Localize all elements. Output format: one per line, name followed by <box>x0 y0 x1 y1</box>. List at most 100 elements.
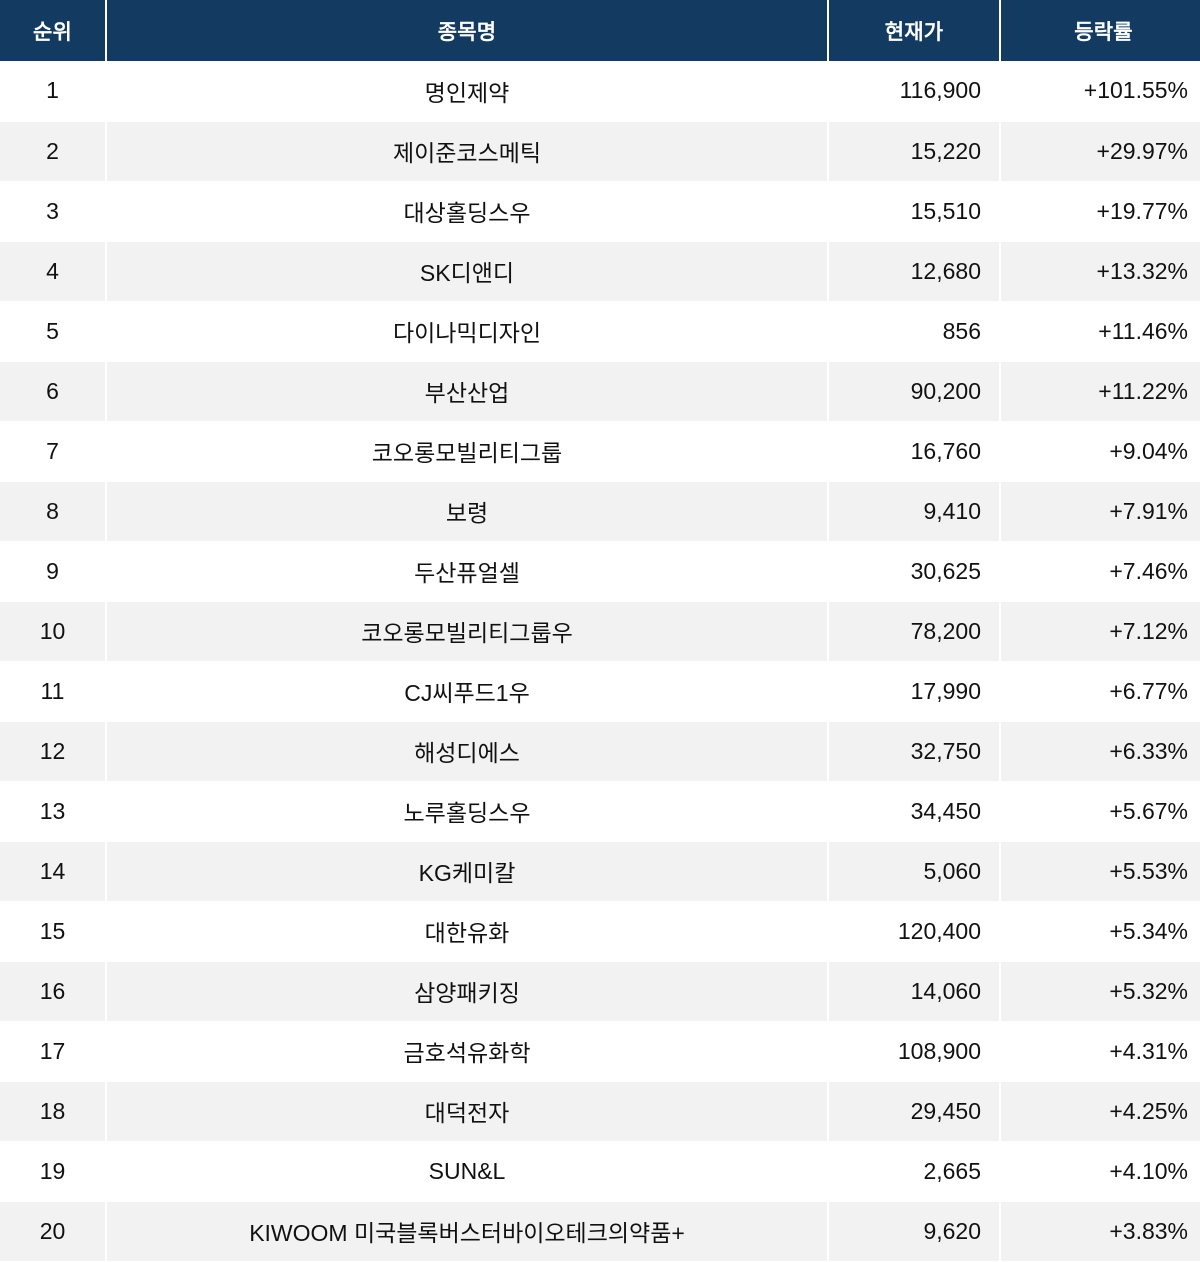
cell-price-text: 12,680 <box>910 257 981 284</box>
cell-rank-text: 2 <box>46 137 59 164</box>
table-row[interactable]: 1 명인제약 116,900 +101.55% <box>0 61 1200 122</box>
cell-name: 금호석유화학 <box>106 1021 829 1082</box>
cell-price: 116,900 <box>828 61 1001 122</box>
cell-rank: 20 <box>0 1201 107 1262</box>
table-row[interactable]: 8 보령 9,410 +7.91% <box>0 481 1200 542</box>
cell-change-text: +6.33% <box>1109 737 1188 764</box>
cell-price: 2,665 <box>828 1141 1001 1202</box>
cell-name: 명인제약 <box>106 61 829 122</box>
cell-change: +13.32% <box>1000 241 1200 302</box>
cell-name: 보령 <box>106 481 829 542</box>
cell-change: +6.77% <box>1000 661 1200 722</box>
table-row[interactable]: 12 해성디에스 32,750 +6.33% <box>0 721 1200 782</box>
cell-name-text: 부산산업 <box>424 380 510 406</box>
cell-price: 30,625 <box>828 541 1001 602</box>
cell-price: 14,060 <box>828 961 1001 1022</box>
cell-name-text: 두산퓨얼셀 <box>414 560 520 586</box>
cell-rank-text: 17 <box>39 1037 66 1064</box>
cell-name: 코오롱모빌리티그룹우 <box>106 601 829 662</box>
cell-change-text: +101.55% <box>1083 77 1188 104</box>
cell-price-text: 17,990 <box>910 677 981 704</box>
cell-change-text: +4.31% <box>1109 1037 1188 1064</box>
cell-rank: 7 <box>0 421 107 482</box>
cell-change: +5.32% <box>1000 961 1200 1022</box>
cell-rank: 4 <box>0 241 107 302</box>
cell-change-text: +11.46% <box>1098 317 1188 344</box>
table-row[interactable]: 14 KG케미칼 5,060 +5.53% <box>0 841 1200 902</box>
cell-rank: 12 <box>0 721 107 782</box>
table-row[interactable]: 2 제이준코스메틱 15,220 +29.97% <box>0 121 1200 182</box>
cell-change-text: +5.67% <box>1109 797 1188 824</box>
cell-price: 17,990 <box>828 661 1001 722</box>
cell-change: +7.91% <box>1000 481 1200 542</box>
column-header-name[interactable]: 종목명 <box>106 0 829 61</box>
table-row[interactable]: 13 노루홀딩스우 34,450 +5.67% <box>0 781 1200 842</box>
cell-change-text: +9.04% <box>1109 437 1188 464</box>
cell-rank: 2 <box>0 121 107 182</box>
cell-rank-text: 4 <box>46 257 59 284</box>
cell-price-text: 120,400 <box>897 917 981 944</box>
cell-price-text: 116,900 <box>899 77 981 104</box>
cell-rank: 16 <box>0 961 107 1022</box>
cell-name: 다이나믹디자인 <box>106 301 829 362</box>
cell-change: +29.97% <box>1000 121 1200 182</box>
cell-rank-text: 9 <box>46 557 59 584</box>
cell-change: +5.67% <box>1000 781 1200 842</box>
cell-price: 78,200 <box>828 601 1001 662</box>
cell-change-text: +7.91% <box>1109 497 1188 524</box>
table-row[interactable]: 10 코오롱모빌리티그룹우 78,200 +7.12% <box>0 601 1200 662</box>
cell-rank-text: 16 <box>39 977 66 1004</box>
cell-change: +4.25% <box>1000 1081 1200 1142</box>
cell-change-text: +7.12% <box>1109 617 1188 644</box>
cell-rank-text: 13 <box>39 797 66 824</box>
cell-change-text: +5.32% <box>1109 977 1188 1004</box>
cell-rank: 1 <box>0 61 107 122</box>
cell-change-text: +6.77% <box>1109 677 1188 704</box>
cell-rank-text: 18 <box>39 1097 66 1124</box>
table-row[interactable]: 3 대상홀딩스우 15,510 +19.77% <box>0 181 1200 242</box>
cell-change: +6.33% <box>1000 721 1200 782</box>
cell-name: 대덕전자 <box>106 1081 829 1142</box>
cell-change-text: +11.22% <box>1098 377 1188 404</box>
cell-change-text: +7.46% <box>1109 557 1188 584</box>
table-row[interactable]: 19 SUN&L 2,665 +4.10% <box>0 1141 1200 1202</box>
cell-rank: 15 <box>0 901 107 962</box>
cell-price: 12,680 <box>828 241 1001 302</box>
cell-rank-text: 10 <box>39 617 66 644</box>
cell-price-text: 16,760 <box>910 437 981 464</box>
table-row[interactable]: 15 대한유화 120,400 +5.34% <box>0 901 1200 962</box>
table-row[interactable]: 7 코오롱모빌리티그룹 16,760 +9.04% <box>0 421 1200 482</box>
cell-price-text: 32,750 <box>910 737 981 764</box>
cell-change: +19.77% <box>1000 181 1200 242</box>
cell-price-text: 34,450 <box>910 797 981 824</box>
cell-name-text: 코오롱모빌리티그룹 <box>371 440 563 466</box>
table-row[interactable]: 17 금호석유화학 108,900 +4.31% <box>0 1021 1200 1082</box>
cell-name: 대한유화 <box>106 901 829 962</box>
cell-name-text: SK디앤디 <box>419 260 515 286</box>
cell-change: +11.46% <box>1000 301 1200 362</box>
cell-rank: 14 <box>0 841 107 902</box>
cell-price: 5,060 <box>828 841 1001 902</box>
table-row[interactable]: 6 부산산업 90,200 +11.22% <box>0 361 1200 422</box>
cell-name: 해성디에스 <box>106 721 829 782</box>
table-row[interactable]: 20 KIWOOM 미국블록버스터바이오테크의약품+ 9,620 +3.83% <box>0 1201 1200 1262</box>
table-row[interactable]: 5 다이나믹디자인 856 +11.46% <box>0 301 1200 362</box>
cell-change: +7.46% <box>1000 541 1200 602</box>
table-row[interactable]: 16 삼양패키징 14,060 +5.32% <box>0 961 1200 1022</box>
table-body: 1 명인제약 116,900 +101.55% 2 제이준코스메틱 15,220 +29.97… <box>0 61 1200 1262</box>
cell-price-text: 15,510 <box>910 197 981 224</box>
cell-change-text: +4.25% <box>1109 1097 1188 1124</box>
table-row[interactable]: 11 CJ씨푸드1우 17,990 +6.77% <box>0 661 1200 722</box>
column-header-change[interactable]: 등락률 <box>1000 0 1200 61</box>
cell-price: 29,450 <box>828 1081 1001 1142</box>
cell-rank: 9 <box>0 541 107 602</box>
cell-rank-text: 14 <box>39 857 66 884</box>
column-header-rank[interactable]: 순위 <box>0 0 107 61</box>
column-header-price[interactable]: 현재가 <box>828 0 1001 61</box>
cell-name-text: 보령 <box>445 500 489 526</box>
table-row[interactable]: 4 SK디앤디 12,680 +13.32% <box>0 241 1200 302</box>
table-row[interactable]: 9 두산퓨얼셀 30,625 +7.46% <box>0 541 1200 602</box>
cell-name-text: KG케미칼 <box>418 860 516 886</box>
table-row[interactable]: 18 대덕전자 29,450 +4.25% <box>0 1081 1200 1142</box>
